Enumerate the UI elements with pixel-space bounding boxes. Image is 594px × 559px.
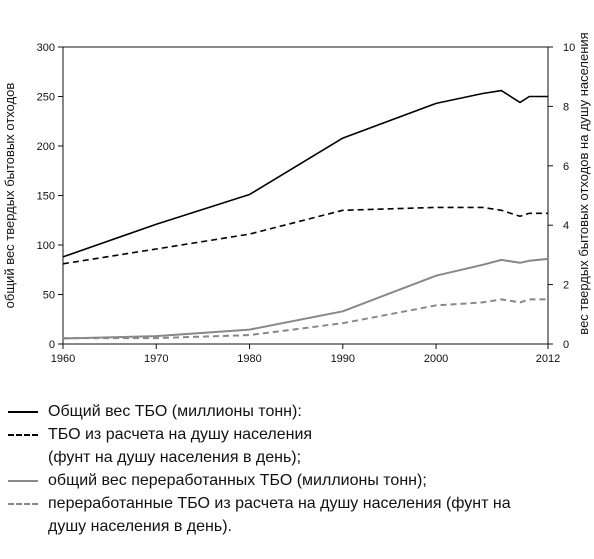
- legend-label: (фунт на душу населения в день);: [48, 449, 302, 466]
- y-axis-right-title: вес твердых бытовых отходов на душу насе…: [576, 32, 591, 334]
- series-line-total-msw: [62, 89, 548, 258]
- series-line-recycled-per-capita: [63, 298, 548, 340]
- x-tick-label: 1970: [144, 353, 168, 365]
- legend-label: переработанные ТБО из расчета на душу на…: [48, 495, 511, 512]
- legend-item: Общий вес ТБО (миллионы тонн):: [8, 400, 588, 423]
- y-left-tick-label: 0: [49, 339, 55, 351]
- y-right-tick-label: 8: [563, 101, 569, 113]
- y-axis-left-title: общий вес твердых бытовых отходов: [2, 83, 17, 309]
- y-left-tick-label: 150: [37, 191, 55, 203]
- legend: Общий вес ТБО (миллионы тонн): ТБО из рас…: [8, 400, 588, 538]
- legend-label: ТБО из расчета на душу населения: [48, 426, 313, 443]
- y-right-tick-label: 10: [563, 42, 575, 54]
- plot-frame: [62, 46, 549, 345]
- chart: 1960 1970 1980 1990 2000 20120501001502002503…: [2, 32, 591, 365]
- legend-item: переработанные ТБО из расчета на душу на…: [8, 492, 588, 538]
- legend-swatch: [8, 480, 38, 482]
- y-right-tick-label: 4: [563, 220, 569, 232]
- legend-swatch: [8, 434, 38, 436]
- y-right-tick-label: 2: [563, 280, 569, 292]
- y-left-tick-label: 200: [37, 141, 55, 153]
- legend-label: общий вес переработанных ТБО (миллионы т…: [48, 472, 427, 489]
- legend-label: Общий вес ТБО (миллионы тонн):: [48, 403, 302, 420]
- y-left-tick-label: 100: [37, 240, 55, 252]
- legend-label: душу населения в день).: [48, 518, 232, 535]
- x-tick-label: 1960: [51, 353, 75, 365]
- legend-item: общий вес переработанных ТБО (миллионы т…: [8, 469, 588, 492]
- series-line-msw-per-capita: [62, 206, 548, 265]
- legend-item: ТБО из расчета на душу населения (фунт на…: [8, 423, 588, 469]
- x-tick-label: 2012: [536, 353, 560, 365]
- chart-series: [62, 89, 549, 340]
- y-left-tick-label: 250: [37, 92, 55, 104]
- y-right-tick-label: 0: [563, 339, 569, 351]
- series-line-total-recycled: [62, 257, 549, 340]
- chart-ticks: 1960 1970 1980 1990 2000 20120501001502002503…: [37, 42, 576, 365]
- x-tick-label: 1980: [237, 353, 261, 365]
- legend-swatch: [8, 503, 38, 505]
- chart-axes: [62, 46, 549, 345]
- y-left-tick-label: 300: [37, 42, 55, 54]
- legend-swatch: [8, 411, 38, 413]
- x-tick-label: 1990: [331, 353, 355, 365]
- y-right-tick-label: 6: [563, 161, 569, 173]
- x-tick-label: 2000: [424, 353, 448, 365]
- y-left-tick-label: 50: [43, 290, 55, 302]
